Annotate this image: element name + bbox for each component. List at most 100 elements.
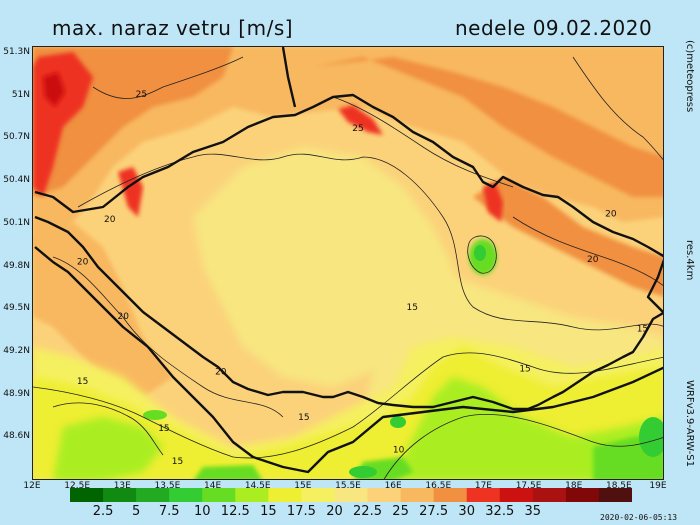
colorbar-label: 35	[524, 504, 542, 519]
y-tick-label: 50.1N	[3, 217, 30, 228]
country-border-slovakia	[646, 259, 663, 313]
y-tick-label: 51.3N	[3, 47, 30, 58]
contour-15-island	[467, 235, 497, 274]
colorbar-label: 22.5	[353, 504, 382, 519]
colorbar-swatch	[334, 488, 369, 502]
colorbar-label: 32.5	[485, 504, 515, 519]
contour-label: 25	[136, 90, 147, 100]
colorbar-label: 15	[260, 504, 277, 519]
field-12-southwest	[53, 417, 163, 479]
y-tick-label: 50.4N	[3, 175, 30, 186]
y-tick-label: 49.8N	[3, 260, 30, 271]
field-30-krkonose	[338, 105, 383, 135]
contour-label: 15	[406, 303, 417, 313]
colorbar-swatch	[235, 488, 269, 502]
contour-20-main	[77, 153, 663, 331]
colorbar-swatch	[466, 488, 501, 502]
x-tick-label: 15.5E	[335, 481, 361, 491]
x-tick-label: 17E	[474, 481, 492, 491]
colorbar-label: 10	[193, 504, 211, 519]
colorbar-label: 17.5	[286, 504, 316, 519]
forecast-date: nedele 09.02.2020	[455, 16, 653, 40]
colorbar-swatch	[433, 488, 468, 502]
run-timestamp: 2020-02-06-05:13	[600, 513, 678, 522]
contour-label: 20	[587, 255, 599, 265]
field-32-peak	[43, 72, 65, 107]
field-27-krkonose	[313, 57, 663, 197]
contour-labels: 25 25 20 20 20 20 20 20 15 15 15 15 15 15 10 15	[77, 90, 648, 467]
contour-15-sw	[52, 402, 164, 456]
colorbar-swatch	[268, 488, 302, 502]
colorbar-swatch	[70, 488, 104, 502]
colorbar-swatch	[598, 488, 632, 502]
contour-label: 15	[519, 364, 530, 374]
model-text: WRFv3.9-ARW-S1	[684, 380, 695, 467]
colorbar-swatch	[136, 488, 170, 502]
contour-10-south	[383, 413, 663, 479]
contour-label: 20	[215, 367, 227, 377]
colorbar	[70, 488, 632, 502]
colorbar-swatch	[169, 488, 203, 502]
y-tick-label: 48.9N	[3, 388, 30, 399]
colorbar-label: 12.5	[220, 504, 250, 519]
map-title: max. naraz vetru [m/s]	[52, 16, 294, 40]
x-tick-label: 14E	[203, 481, 222, 491]
field-green-island-core	[474, 245, 486, 261]
x-tick-label: 16.5E	[425, 481, 452, 491]
colorbar-swatch	[499, 488, 534, 502]
country-border-poland	[281, 47, 297, 108]
y-tick-label: 51N	[11, 89, 30, 100]
x-tick-label: 16E	[384, 481, 402, 491]
colorbar-swatch	[565, 488, 600, 502]
x-tick-label: 15E	[294, 481, 312, 491]
field-30-jesenik	[483, 182, 503, 222]
colorbar-swatch	[301, 488, 335, 502]
colorbar-swatch	[202, 488, 236, 502]
field-green-spot-1	[390, 416, 406, 428]
y-tick-label: 49.5N	[3, 303, 30, 314]
x-tick-label: 14.5E	[244, 481, 271, 491]
colorbar-swatch	[400, 488, 435, 502]
contour-lines	[33, 56, 663, 479]
colorbar-label: 25	[392, 504, 409, 519]
y-tick-label: 50.7N	[3, 132, 30, 143]
field-27-beskydy	[473, 177, 663, 297]
colorbar-label: 5	[131, 504, 141, 519]
contour-15-south	[33, 352, 663, 459]
colorbar-swatch	[103, 488, 137, 502]
field-green-spot-4	[349, 466, 377, 478]
resolution-text: res.4km	[684, 240, 695, 281]
field-10-c	[194, 465, 262, 479]
contour-label: 10	[393, 446, 405, 456]
contour-label: 20	[77, 258, 89, 268]
contour-label: 25	[352, 124, 363, 134]
field-30-ridge	[118, 167, 143, 217]
contour-label: 15	[637, 325, 648, 335]
contour-25-north	[92, 56, 244, 99]
contour-label: 20	[104, 215, 116, 225]
country-border-south	[34, 246, 663, 474]
y-tick-label: 49.2N	[3, 345, 30, 356]
x-tick-label: 17.5E	[515, 481, 542, 491]
x-tick-label: 13E	[113, 481, 131, 491]
x-tick-label: 12.5E	[64, 481, 91, 491]
x-tick-label: 12E	[23, 481, 41, 491]
colorbar-label: 7.5	[158, 504, 180, 519]
colorbar-label: 30	[458, 504, 475, 519]
x-tick-label: 18E	[565, 481, 583, 491]
field-green-spot-3	[639, 417, 663, 457]
colorbar-swatch	[532, 488, 567, 502]
field-green-spot-2	[143, 410, 167, 420]
contour-ridge	[572, 56, 663, 161]
contour-label: 15	[172, 457, 183, 467]
contour-label: 15	[298, 413, 309, 423]
contour-20-east	[512, 216, 663, 286]
country-border-czech	[34, 93, 663, 411]
x-tick-label: 18.5E	[605, 481, 632, 491]
colorbar-label: 2.5	[92, 504, 114, 519]
colorbar-swatch	[367, 488, 402, 502]
y-tick-label: 48.6N	[3, 431, 30, 442]
field-25-west	[33, 222, 173, 397]
contour-label: 15	[77, 377, 88, 387]
colorbar-label: 20	[326, 504, 343, 519]
